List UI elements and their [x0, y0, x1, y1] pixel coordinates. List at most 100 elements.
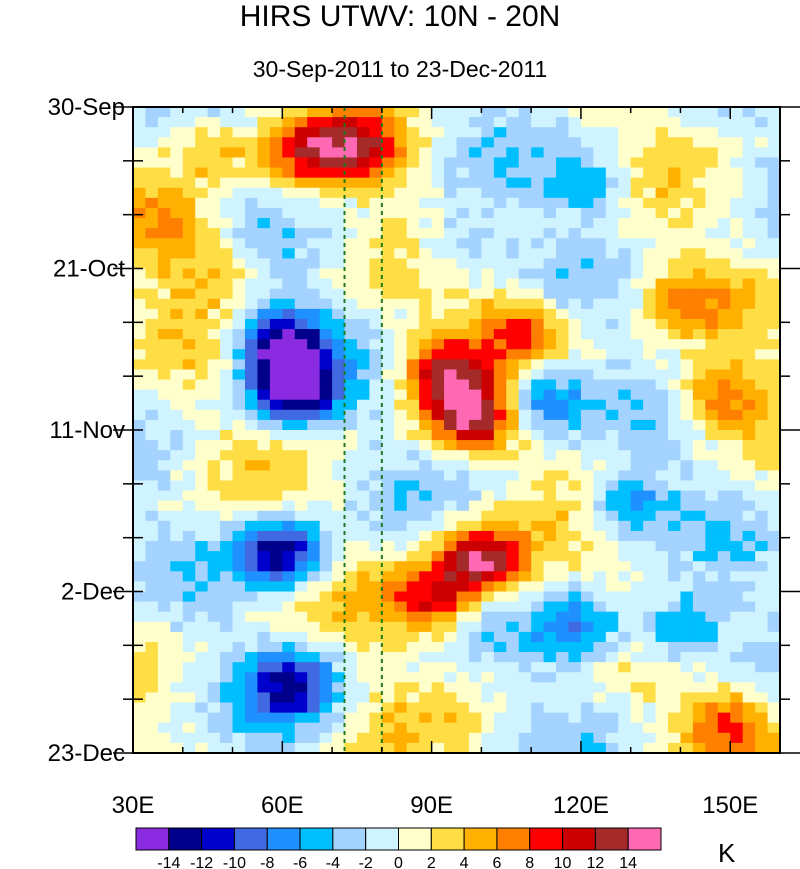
contour-cell	[419, 329, 433, 340]
contour-cell	[593, 349, 607, 360]
contour-cell	[195, 551, 209, 562]
contour-cell	[680, 591, 694, 603]
contour-cell	[481, 147, 495, 159]
contour-cell	[419, 541, 433, 552]
contour-cell	[431, 460, 445, 471]
x-tick-label: 30E	[112, 792, 155, 819]
contour-cell	[580, 318, 594, 330]
contour-cell	[605, 409, 619, 421]
contour-cell	[182, 399, 196, 411]
contour-cell	[244, 359, 259, 371]
contour-cell	[493, 379, 507, 391]
contour-cell	[481, 339, 495, 350]
contour-cell	[630, 712, 644, 724]
contour-cell	[742, 329, 756, 340]
contour-cell	[755, 258, 769, 270]
contour-cell	[369, 137, 383, 148]
contour-cell	[157, 157, 171, 169]
contour-cell	[767, 611, 781, 623]
contour-cell	[593, 621, 607, 633]
contour-cell	[580, 117, 594, 128]
contour-cell	[767, 571, 781, 582]
contour-cell	[643, 288, 657, 300]
contour-cell	[705, 288, 719, 300]
contour-cell	[157, 712, 171, 724]
contour-cell	[170, 207, 184, 219]
contour-cell	[207, 127, 221, 138]
contour-cell	[717, 541, 731, 552]
contour-cell	[220, 389, 234, 401]
contour-cell	[655, 581, 669, 593]
contour-cell	[207, 369, 221, 381]
contour-cell	[182, 500, 196, 512]
contour-cell	[655, 732, 669, 744]
contour-cell	[244, 692, 259, 704]
contour-cell	[593, 500, 607, 512]
contour-cell	[431, 480, 445, 492]
contour-cell	[593, 157, 607, 169]
contour-cell	[419, 450, 433, 461]
contour-cell	[381, 561, 395, 572]
contour-cell	[742, 712, 756, 724]
contour-cell	[319, 601, 333, 613]
contour-cell	[307, 268, 321, 280]
contour-cell	[593, 288, 607, 300]
contour-cell	[319, 631, 333, 643]
contour-cell	[244, 541, 259, 552]
contour-cell	[145, 662, 159, 673]
contour-cell	[493, 450, 507, 461]
contour-cell	[444, 470, 458, 482]
contour-cell	[419, 561, 433, 572]
contour-cell	[680, 571, 694, 582]
contour-cell	[730, 298, 744, 310]
contour-cell	[195, 197, 209, 209]
contour-cell	[643, 662, 657, 673]
contour-cell	[630, 127, 644, 138]
contour-cell	[244, 207, 259, 219]
contour-cell	[294, 369, 308, 381]
contour-cell	[506, 117, 520, 128]
contour-cell	[531, 631, 545, 643]
contour-cell	[294, 308, 308, 320]
contour-cell	[133, 389, 147, 401]
contour-cell	[444, 510, 458, 522]
colorbar-label: 4	[460, 855, 469, 869]
contour-cell	[717, 278, 731, 290]
contour-cell	[506, 440, 520, 451]
contour-cell	[767, 147, 781, 159]
contour-cell	[630, 510, 644, 522]
contour-cell	[593, 127, 607, 138]
contour-cell	[580, 541, 594, 552]
contour-cell	[294, 238, 308, 249]
contour-cell	[182, 662, 196, 673]
contour-cell	[730, 218, 744, 229]
contour-cell	[593, 248, 607, 259]
contour-cell	[444, 530, 458, 542]
contour-cell	[742, 359, 756, 371]
contour-cell	[468, 530, 482, 542]
contour-cell	[269, 591, 283, 603]
contour-cell	[157, 430, 171, 441]
contour-cell	[593, 430, 607, 441]
contour-cell	[232, 450, 246, 461]
contour-cell	[356, 520, 370, 532]
contour-cell	[605, 107, 619, 118]
contour-cell	[481, 107, 495, 118]
contour-cell	[269, 510, 283, 522]
contour-cell	[344, 450, 358, 461]
contour-cell	[269, 551, 283, 562]
contour-cell	[319, 349, 333, 360]
contour-cell	[244, 510, 259, 522]
contour-cell	[680, 379, 694, 391]
contour-cell	[381, 631, 395, 643]
contour-cell	[468, 510, 482, 522]
contour-cell	[556, 137, 570, 148]
contour-cell	[755, 631, 769, 643]
contour-cell	[618, 298, 632, 310]
contour-cell	[145, 581, 159, 593]
contour-cell	[605, 601, 619, 613]
contour-cell	[593, 369, 607, 381]
contour-cell	[730, 318, 744, 330]
contour-cell	[680, 510, 694, 522]
contour-cell	[543, 137, 557, 148]
